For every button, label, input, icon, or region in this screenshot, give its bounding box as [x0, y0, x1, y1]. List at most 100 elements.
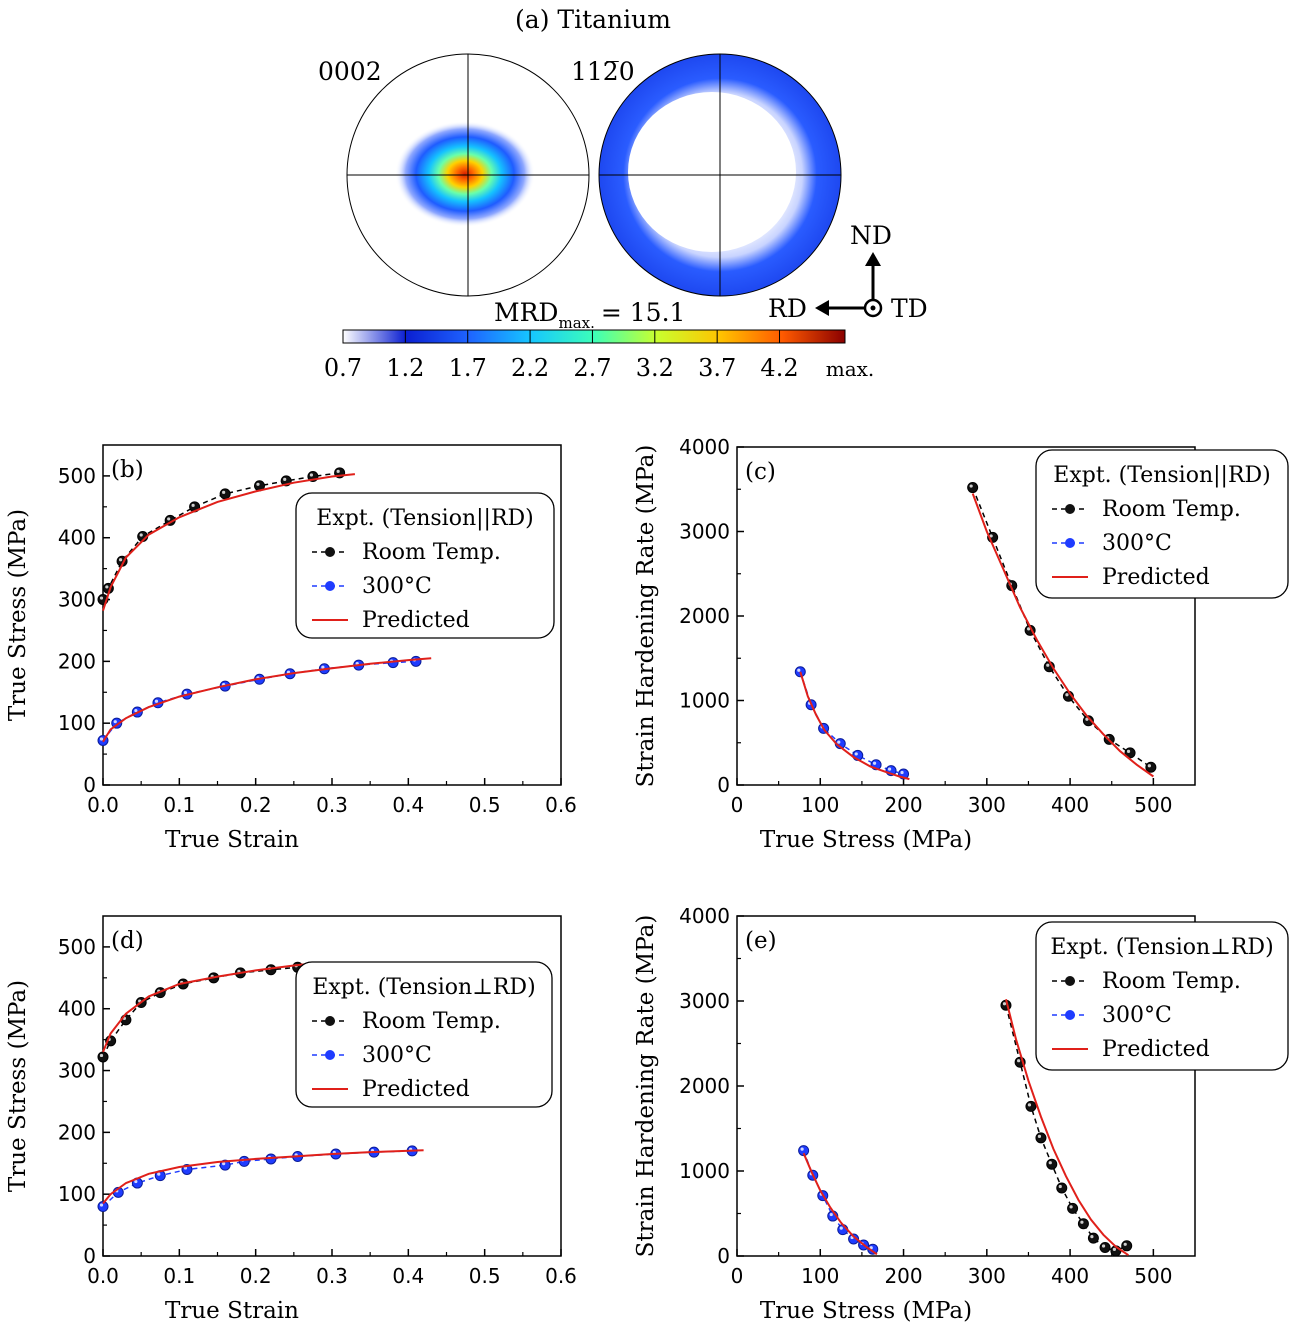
data-point: [1121, 1240, 1133, 1252]
data-point: [1145, 761, 1157, 773]
x-tick-label: 0.5: [469, 793, 501, 817]
data-point: [794, 666, 806, 678]
expt-line: [102, 660, 417, 741]
legend-title: Expt. (Tension⊥RD): [312, 975, 535, 1000]
data-point-highlight: [99, 1053, 104, 1058]
legend: Expt. (Tension||RD) Room Temp. 300°C Predic…: [295, 492, 555, 639]
data-point-highlight: [800, 1147, 804, 1151]
chart-e: 0 100 200 300 400 500 0 1000 2000 3000 4000 True St…: [633, 904, 1289, 1324]
data-point-highlight: [222, 1162, 226, 1166]
legend-entry: Predicted: [362, 608, 470, 633]
mrd-max-label: MRDmax. = 15.1: [494, 298, 685, 332]
x-tick-label: 0.0: [87, 1264, 119, 1288]
legend-title: Expt. (Tension⊥RD): [1050, 935, 1273, 960]
x-tick-label: 300: [968, 793, 1006, 817]
y-tick-label: 100: [58, 711, 96, 735]
predicted-line: [802, 1152, 878, 1256]
x-tick-label: 0.3: [316, 1264, 348, 1288]
legend-box: [295, 961, 553, 1108]
y-tick-label: 0: [83, 1244, 96, 1268]
x-tick-label: 100: [801, 793, 839, 817]
data-point: [967, 482, 979, 494]
x-tick-label: 0.1: [163, 793, 195, 817]
data-point-highlight: [1065, 693, 1069, 697]
data-point-highlight: [134, 708, 138, 713]
data-point-highlight: [1058, 1184, 1062, 1189]
x-axis-label: True Stress (MPa): [760, 827, 972, 853]
x-axis-label: True Strain: [165, 1298, 299, 1324]
pole-figure-label-0002: 0002: [318, 57, 382, 86]
data-point-highlight: [837, 740, 841, 744]
data-point-highlight: [1112, 1247, 1116, 1251]
colorbar-tick-label: 4.2: [760, 354, 798, 382]
legend-box: [295, 492, 555, 639]
y-tick-label: 0: [717, 1244, 730, 1268]
legend-marker: [325, 581, 335, 591]
data-point: [410, 655, 422, 667]
data-point-highlight: [1080, 1220, 1084, 1224]
x-axis-label: True Strain: [165, 827, 299, 853]
nd-label: ND: [850, 221, 892, 250]
predicted-line: [971, 493, 1154, 778]
y-tick-label: 300: [58, 1059, 96, 1083]
x-tick-label: 0.0: [87, 793, 119, 817]
legend-entry: Room Temp.: [1102, 969, 1241, 994]
x-tick-label: 0.4: [392, 1264, 424, 1288]
x-tick-label: 0.4: [392, 793, 424, 817]
y-tick-label: 1000: [679, 1159, 730, 1183]
y-tick-label: 0: [83, 773, 96, 797]
y-tick-label: 200: [58, 1120, 96, 1144]
panel-label: (c): [745, 459, 776, 485]
legend-entry: Predicted: [362, 1077, 470, 1102]
x-tick-label: 0.6: [545, 1264, 577, 1288]
colorbar-tick-label: 3.7: [698, 354, 736, 382]
colorbar-tick-label: 1.7: [449, 354, 487, 382]
data-point-highlight: [1147, 764, 1151, 768]
y-axis-label: True Stress (MPa): [5, 980, 31, 1192]
pole-figure-label-1120: 112̅0: [571, 57, 635, 86]
x-tick-label: 200: [884, 1264, 922, 1288]
predicted-line: [799, 671, 910, 781]
y-tick-label: 200: [58, 649, 96, 673]
x-tick-label: 500: [1134, 793, 1172, 817]
data-point-highlight: [309, 473, 314, 477]
data-point-highlight: [854, 752, 858, 756]
data-point-highlight: [1123, 1242, 1127, 1246]
data-point: [1067, 1202, 1079, 1214]
data-point-highlight: [118, 558, 123, 562]
predicted-line: [1005, 999, 1129, 1257]
x-tick-label: 400: [1051, 793, 1089, 817]
legend-entry: 300°C: [1102, 1003, 1172, 1028]
rd-label: RD: [768, 294, 807, 323]
data-point-highlight: [1101, 1244, 1106, 1248]
legend-entry: Predicted: [1102, 565, 1210, 590]
data-point: [1087, 1232, 1099, 1244]
colorbar-tick-label: max.: [826, 357, 875, 381]
chart-d: 0.0 0.1 0.2 0.3 0.4 0.5 0.6 0 100 200 300 400 500 Tru…: [5, 915, 577, 1324]
data-point-highlight: [283, 477, 287, 481]
data-point: [238, 1155, 250, 1167]
panel-label: (d): [111, 928, 144, 954]
x-tick-label: 0: [731, 793, 744, 817]
y-tick-label: 2000: [679, 604, 730, 628]
data-point-highlight: [839, 1226, 843, 1230]
x-tick-label: 0.2: [240, 1264, 272, 1288]
y-tick-label: 400: [58, 526, 96, 550]
y-axis-label: Strain Hardening Rate (MPa): [633, 445, 659, 788]
colorbar-tick-label: 2.7: [573, 354, 611, 382]
legend-marker: [1065, 538, 1075, 548]
x-tick-label: 200: [884, 793, 922, 817]
y-tick-label: 500: [58, 935, 96, 959]
data-point-highlight: [887, 767, 892, 771]
legend-marker: [325, 1016, 335, 1026]
colorbar-tick-label: 1.2: [386, 354, 424, 382]
legend-title: Expt. (Tension||RD): [316, 506, 533, 531]
data-point-highlight: [99, 737, 104, 741]
colorbar-tick-label: 2.2: [511, 354, 549, 382]
legend-entry: Room Temp.: [362, 540, 501, 565]
legend: Expt. (Tension||RD) Room Temp. 300°C Predic…: [1035, 449, 1289, 599]
data-point-highlight: [157, 1172, 161, 1176]
y-tick-label: 100: [58, 1182, 96, 1206]
legend: Expt. (Tension⊥RD) Room Temp. 300°C Predict…: [295, 961, 553, 1108]
colorbar-tick-label: 3.2: [636, 354, 674, 382]
